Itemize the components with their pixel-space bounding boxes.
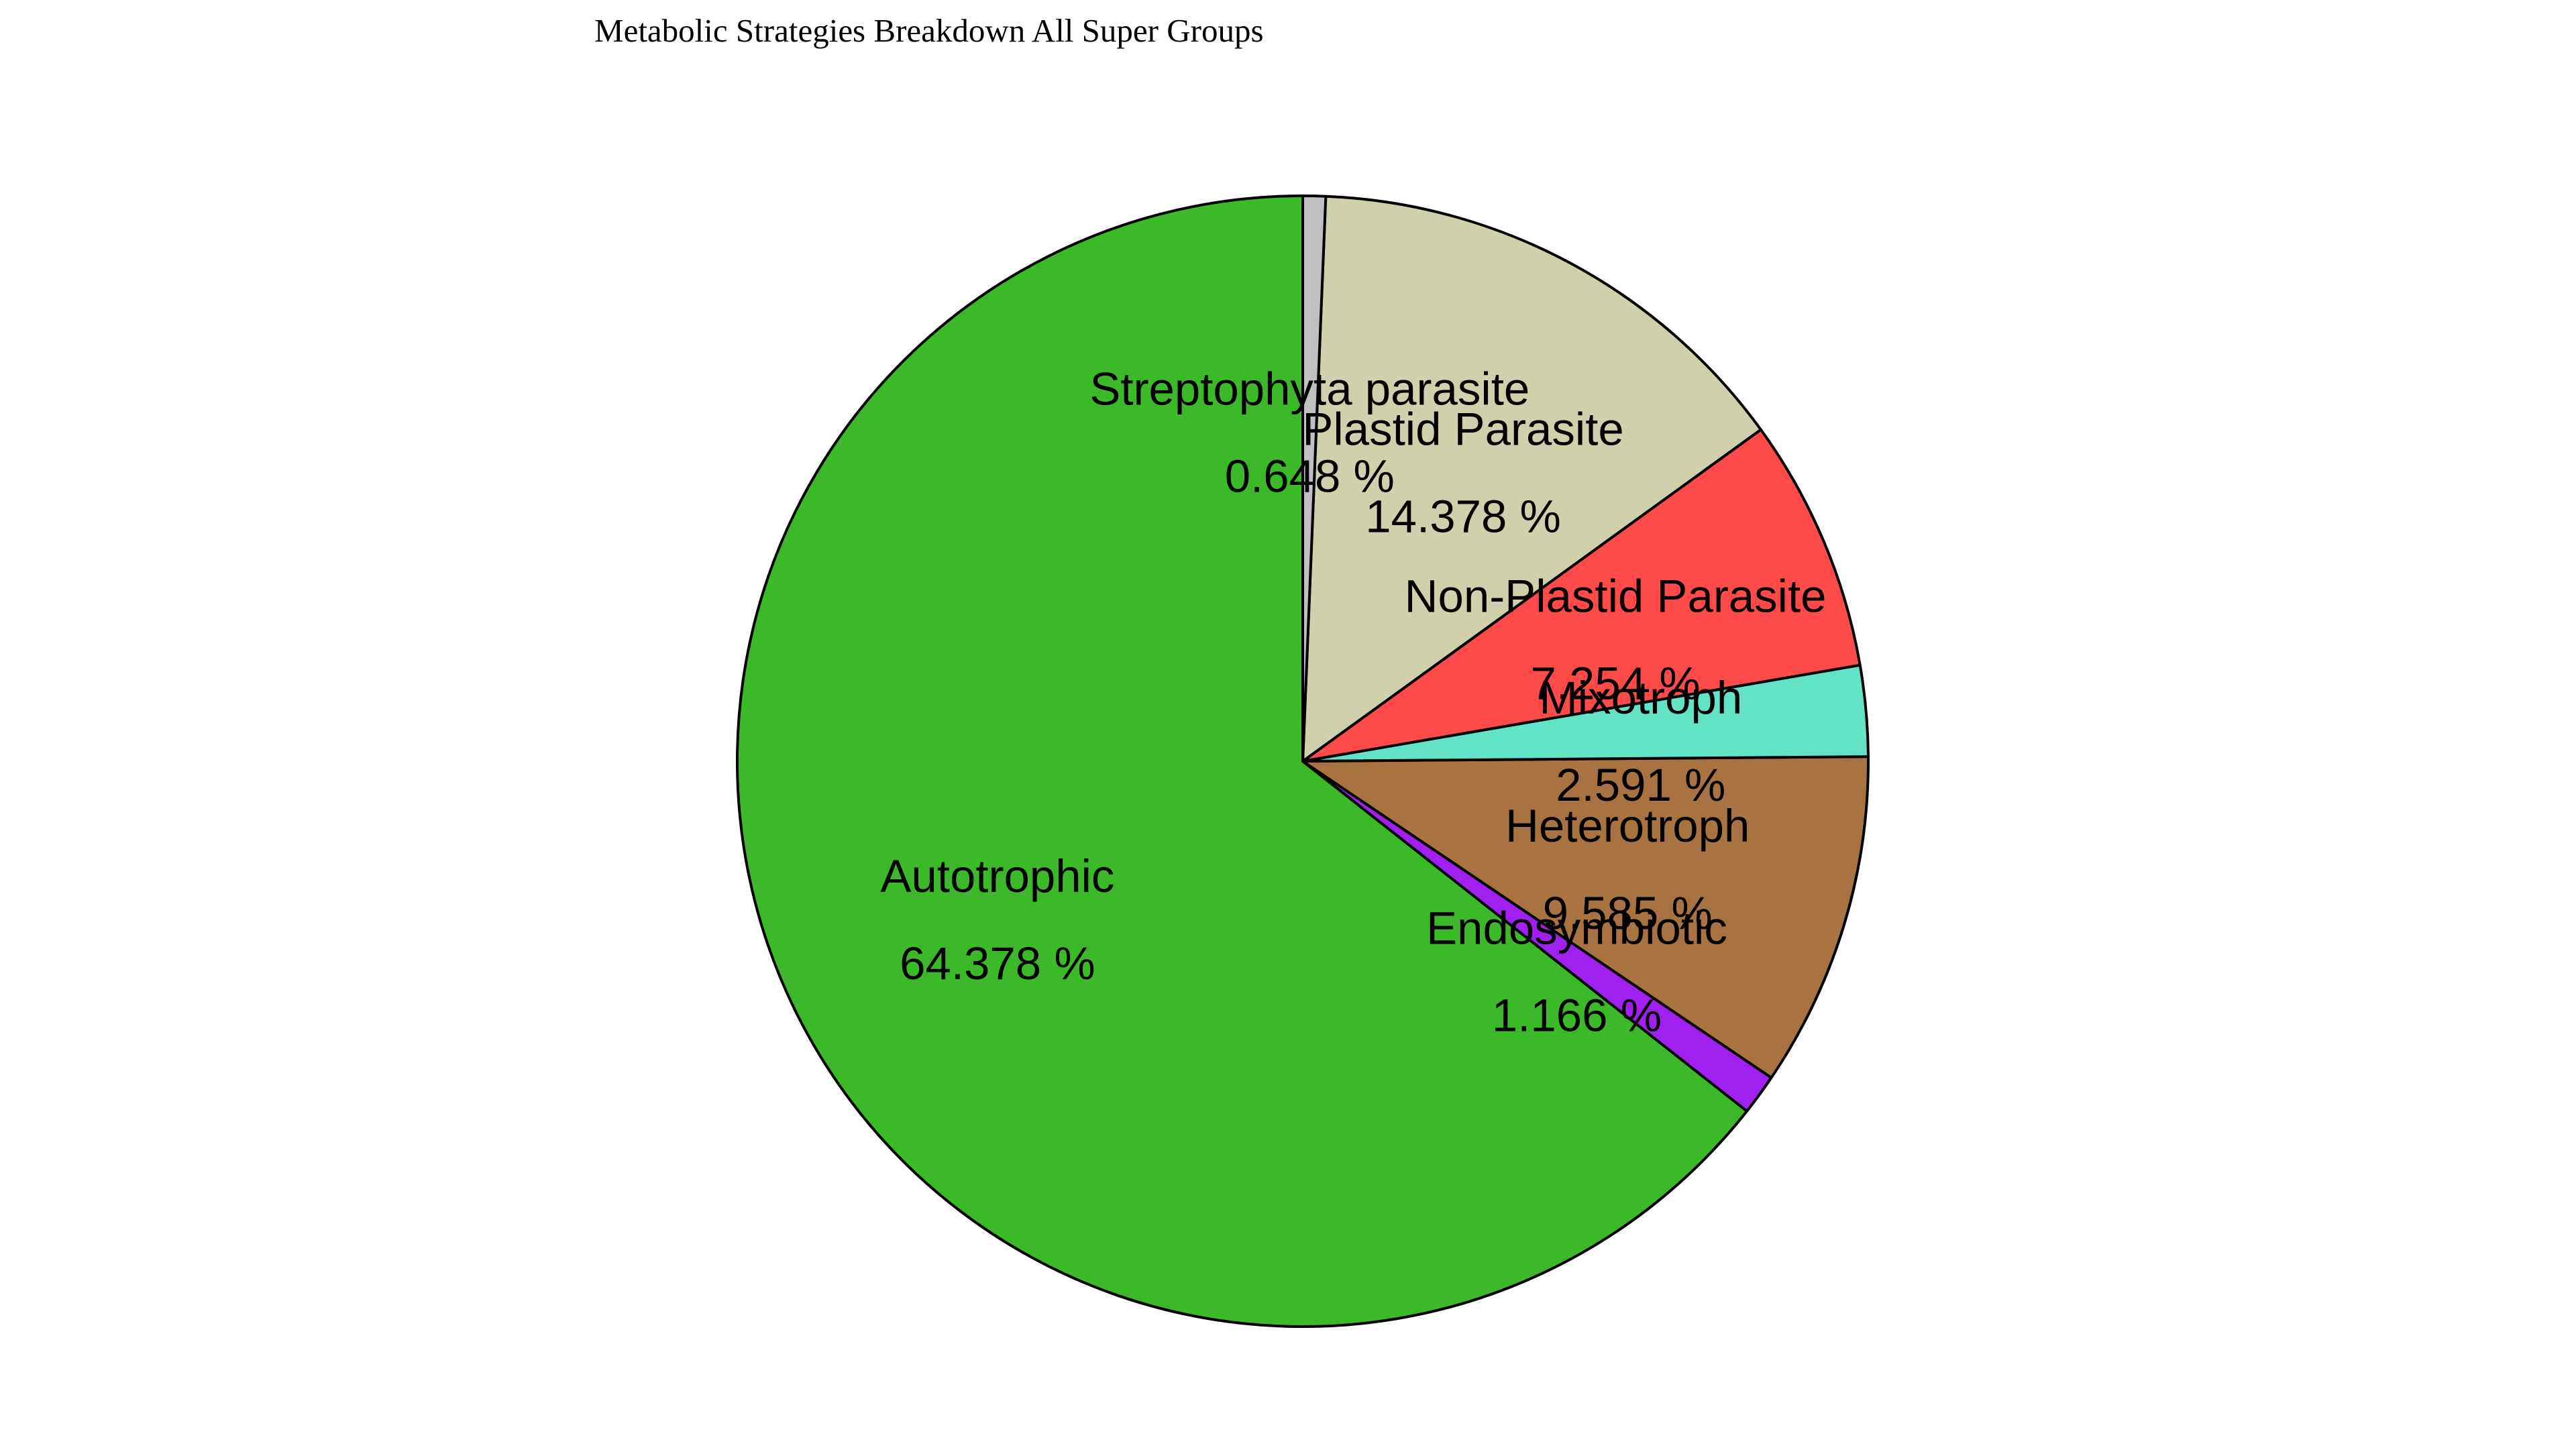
slice-label-streptophyta-parasite: Streptophyta parasite (1089, 363, 1529, 414)
slice-label-autotrophic: Autotrophic (880, 850, 1114, 902)
pie-slices (736, 194, 1870, 1328)
pie-labels: Autotrophic 64.378 % Endosymbiotic 1.166 % H… (880, 363, 1826, 1041)
pie-slice-non-plastid-parasite (1301, 428, 1862, 763)
slice-pct-heterotroph: 9.585 % (1543, 887, 1713, 939)
pie-slice-heterotroph (1301, 755, 1870, 1079)
slice-label-heterotroph: Heterotroph (1505, 800, 1750, 852)
slice-pct-plastid-parasite: 14.378 % (1365, 490, 1561, 542)
slice-pct-non-plastid-parasite: 7.254 % (1530, 658, 1700, 710)
slice-pct-mixotroph: 2.591 % (1556, 759, 1725, 811)
slice-pct-autotrophic: 64.378 % (900, 938, 1095, 989)
slice-label-endosymbiotic: Endosymbiotic (1426, 902, 1727, 954)
pie-slice-streptophyta-parasite (1301, 194, 1328, 763)
slice-label-mixotroph: Mixotroph (1539, 672, 1742, 724)
pie-slice-plastid-parasite (1301, 194, 1762, 763)
pie-slice-autotrophic (736, 194, 1749, 1328)
chart-title: Metabolic Strategies Breakdown All Super… (594, 12, 1264, 49)
slice-pct-streptophyta-parasite: 0.648 % (1225, 450, 1395, 502)
slice-label-non-plastid-parasite: Non-Plastid Parasite (1405, 571, 1827, 622)
slice-label-plastid-parasite: Plastid Parasite (1302, 403, 1623, 455)
slice-pct-endosymbiotic: 1.166 % (1492, 989, 1662, 1041)
